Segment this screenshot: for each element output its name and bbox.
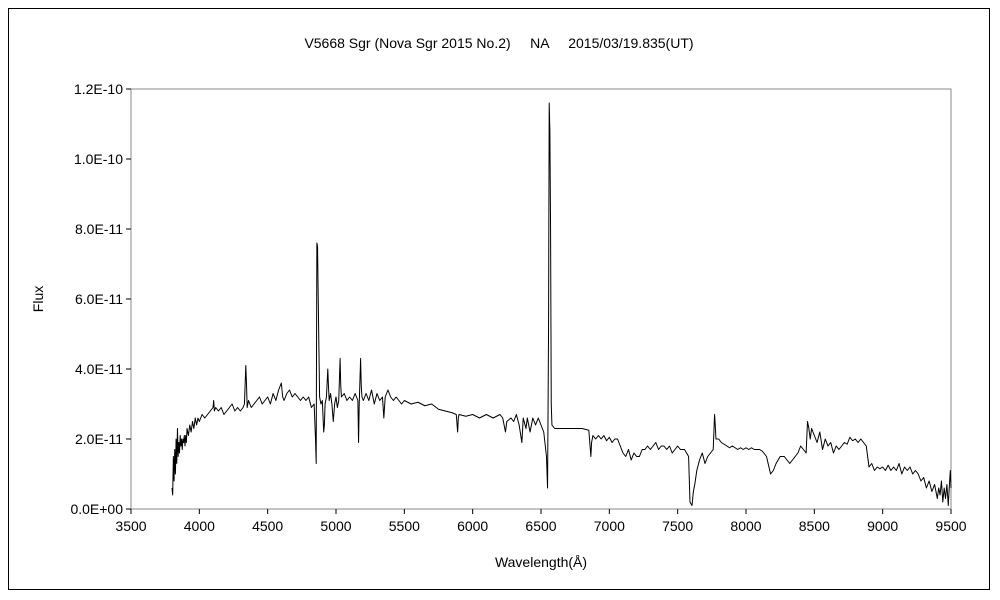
x-tick-label: 9000 <box>867 518 898 534</box>
x-tick-label: 6500 <box>525 518 556 534</box>
y-tick-label: 0.0E+00 <box>70 501 123 517</box>
y-axis: 0.0E+00 2.0E-11 4.0E-11 6.0E-11 8.0E-11 1.0E-… <box>70 81 131 517</box>
y-tick-label: 8.0E-11 <box>75 221 123 237</box>
chart-frame: V5668 Sgr (Nova Sgr 2015 No.2) NA 2015/0… <box>8 8 990 590</box>
y-axis-label: Flux <box>30 286 46 312</box>
y-tick-label: 1.2E-10 <box>74 81 123 97</box>
x-tick-label: 9500 <box>935 518 966 534</box>
x-tick-label: 8500 <box>799 518 830 534</box>
x-tick-label: 4000 <box>184 518 215 534</box>
x-tick-label: 7500 <box>662 518 693 534</box>
x-tick-label: 5000 <box>320 518 351 534</box>
x-tick-label: 5500 <box>389 518 420 534</box>
x-tick-label: 8000 <box>730 518 761 534</box>
x-tick-label: 6000 <box>457 518 488 534</box>
x-axis-label: Wavelength(Å) <box>495 554 587 570</box>
y-tick-label: 1.0E-10 <box>74 151 123 167</box>
chart: V5668 Sgr (Nova Sgr 2015 No.2) NA 2015/0… <box>30 35 967 570</box>
x-tick-label: 7000 <box>594 518 625 534</box>
x-tick-label: 3500 <box>115 518 146 534</box>
y-tick-label: 4.0E-11 <box>75 361 123 377</box>
y-tick-label: 6.0E-11 <box>75 291 123 307</box>
y-tick-label: 2.0E-11 <box>75 431 123 447</box>
x-tick-label: 4500 <box>252 518 283 534</box>
x-axis: 3500 4000 4500 5000 5500 6000 6500 7000 7500 8000… <box>115 509 967 534</box>
spectrum-line <box>171 102 952 506</box>
chart-title: V5668 Sgr (Nova Sgr 2015 No.2) NA 2015/0… <box>304 35 693 51</box>
